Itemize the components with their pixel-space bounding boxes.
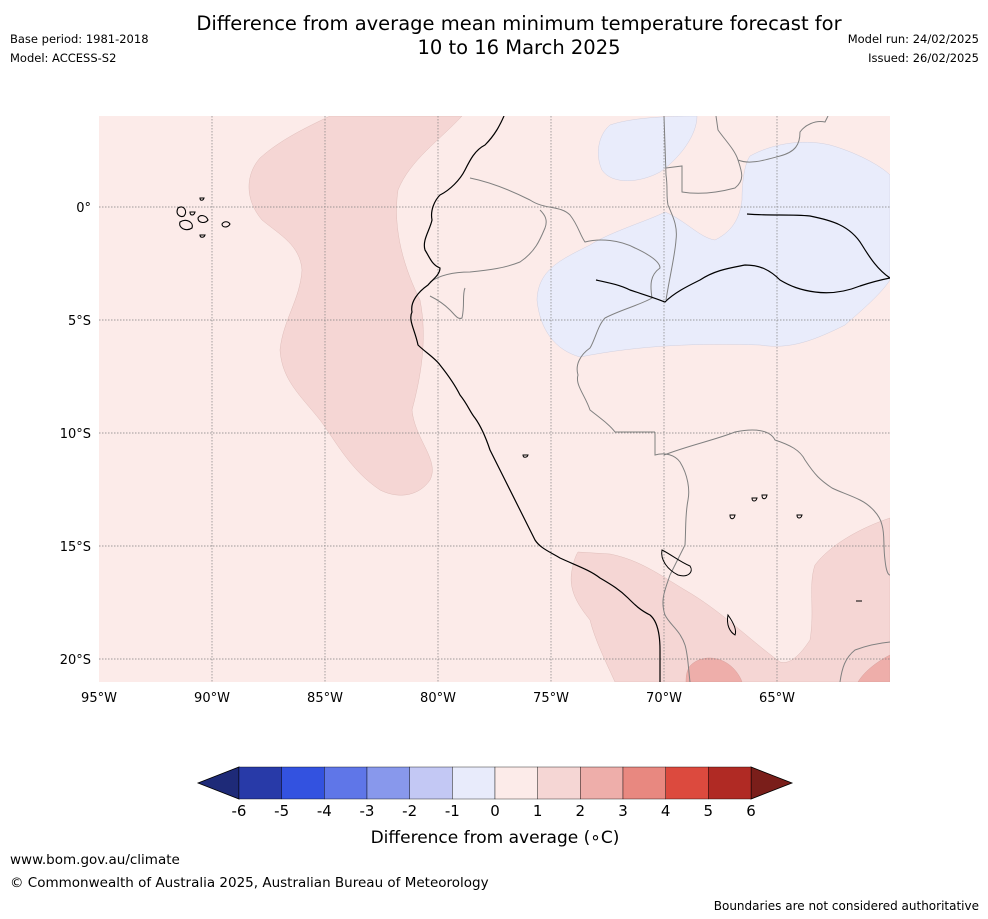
lat-label: 20°S bbox=[60, 653, 91, 668]
colorbar-tick-label: -1 bbox=[445, 802, 460, 820]
map-plot-area bbox=[99, 116, 890, 682]
graticule bbox=[99, 116, 890, 682]
colorbar-swatch bbox=[622, 766, 666, 800]
anomaly-region-minus1-to-0-amazon bbox=[536, 142, 890, 358]
colorbar-swatch bbox=[366, 766, 410, 800]
colorbar-under-arrow bbox=[196, 766, 240, 800]
issued-label: Issued: 26/02/2025 bbox=[868, 51, 979, 65]
lon-label: 95°W bbox=[81, 691, 117, 706]
colorbar-tick-label: 4 bbox=[661, 802, 671, 820]
colorbar-tick-label: 5 bbox=[704, 802, 714, 820]
colorbar-swatch bbox=[537, 766, 581, 800]
colorbar-tick-label: -6 bbox=[232, 802, 247, 820]
footer-copyright: © Commonwealth of Australia 2025, Austra… bbox=[10, 875, 489, 891]
lakes bbox=[522, 454, 862, 636]
anomaly-region-minus1-to-0-north bbox=[598, 116, 698, 181]
lat-label: 10°S bbox=[60, 427, 91, 442]
lon-label: 85°W bbox=[307, 691, 343, 706]
colorbar-tick-label: 2 bbox=[576, 802, 586, 820]
lon-label: 70°W bbox=[646, 691, 682, 706]
lat-label: 0° bbox=[76, 201, 91, 216]
lat-label: 5°S bbox=[68, 314, 91, 329]
anomaly-region-1-to-2-ocean bbox=[248, 116, 463, 496]
anomaly-region-1-to-2-south-central bbox=[570, 517, 890, 682]
lat-label: 15°S bbox=[60, 540, 91, 555]
colorbar-swatch bbox=[452, 766, 496, 800]
colorbar-tick-label: -5 bbox=[274, 802, 289, 820]
colorbar-swatch bbox=[580, 766, 624, 800]
colorbar-swatch bbox=[665, 766, 709, 800]
model-run-label: Model run: 24/02/2025 bbox=[847, 32, 979, 46]
anomaly-region-2-to-3-a bbox=[685, 657, 743, 682]
colorbar-swatch bbox=[281, 766, 325, 800]
colorbar-tick-label: -2 bbox=[402, 802, 417, 820]
colorbar-swatch bbox=[324, 766, 368, 800]
anomaly-region-2-to-3-b bbox=[857, 654, 890, 682]
colorbar-over-arrow bbox=[750, 766, 794, 800]
longitude-labels: 95°W 90°W 85°W 80°W 75°W 70°W 65°W bbox=[81, 691, 795, 706]
page-title: Difference from average mean minimum tem… bbox=[120, 12, 918, 60]
lon-label: 90°W bbox=[194, 691, 230, 706]
colorbar-tick-label: -3 bbox=[360, 802, 375, 820]
lon-label: 65°W bbox=[759, 691, 795, 706]
latitude-labels: 0° 5°S 10°S 15°S 20°S bbox=[60, 201, 91, 668]
base-period-label: Base period: 1981-2018 bbox=[10, 32, 149, 46]
lon-label: 75°W bbox=[533, 691, 569, 706]
model-label: Model: ACCESS-S2 bbox=[10, 51, 117, 65]
colorbar-tick-label: 3 bbox=[618, 802, 628, 820]
colorbar-swatch bbox=[238, 766, 282, 800]
colorbar-swatch bbox=[409, 766, 453, 800]
colorbar-tick-label: 1 bbox=[533, 802, 543, 820]
colorbar-swatch bbox=[708, 766, 752, 800]
footer-disclaimer: Boundaries are not considered authoritat… bbox=[713, 899, 979, 913]
footer-url: www.bom.gov.au/climate bbox=[10, 852, 180, 868]
galapagos-islands bbox=[176, 197, 231, 238]
colorbar-label: Difference from average (∘C) bbox=[370, 828, 620, 848]
country-borders bbox=[429, 116, 890, 682]
colorbar-swatch bbox=[494, 766, 538, 800]
colorbar-tick-label: 6 bbox=[746, 802, 756, 820]
colorbar-tick-label: 0 bbox=[490, 802, 500, 820]
title-line-1: Difference from average mean minimum tem… bbox=[196, 12, 842, 35]
colorbar-tick-label: -4 bbox=[317, 802, 332, 820]
title-line-2: 10 to 16 March 2025 bbox=[417, 36, 621, 59]
colorbar: -6 -5 -4 -3 -2 -1 0 1 2 3 4 5 6 bbox=[196, 766, 794, 820]
lon-label: 80°W bbox=[420, 691, 456, 706]
coastlines bbox=[410, 116, 890, 682]
